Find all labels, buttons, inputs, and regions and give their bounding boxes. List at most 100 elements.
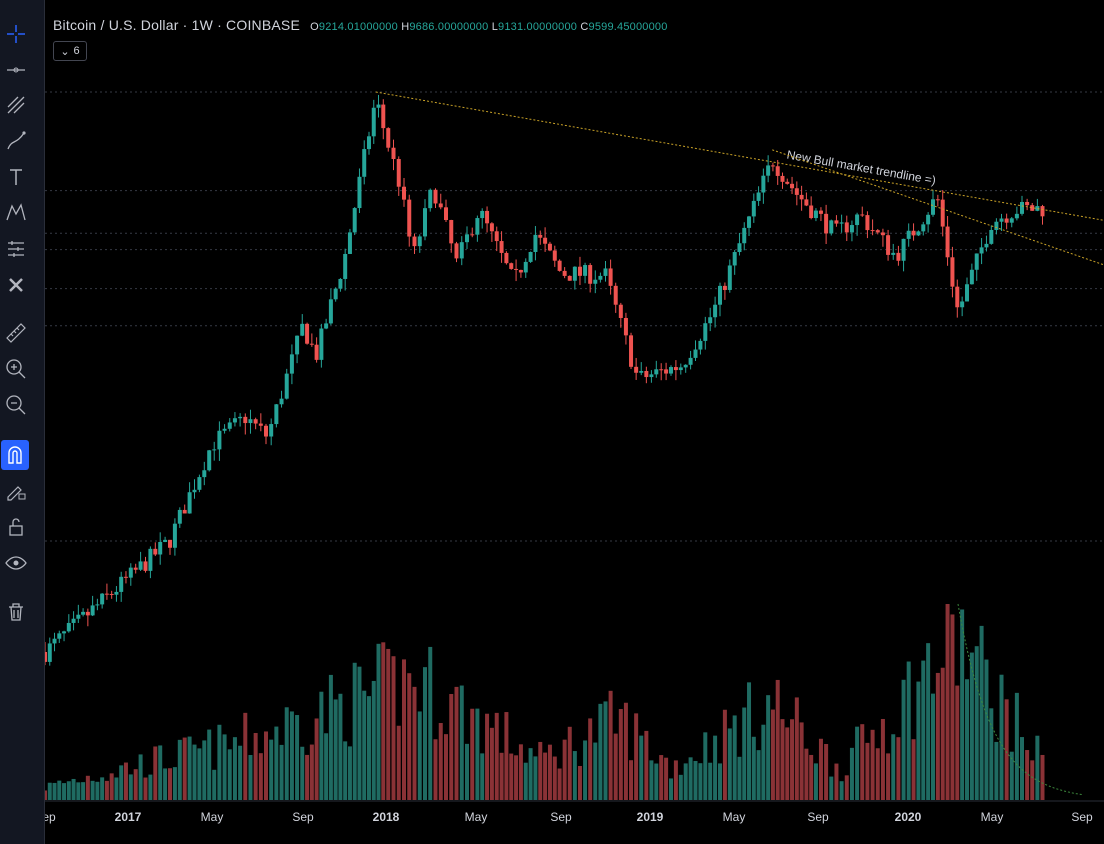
candle-down [258, 423, 263, 426]
volume-bar [945, 604, 950, 800]
candle-up [465, 234, 469, 243]
volume-bar [688, 757, 693, 800]
volume-bar [673, 760, 678, 800]
candle-up [207, 450, 212, 471]
ruler-tool-button[interactable] [0, 318, 32, 348]
candle-down [470, 234, 475, 236]
volume-bar [935, 672, 940, 800]
candle-up [475, 218, 480, 235]
candle-down [407, 199, 412, 237]
crosshair-icon [7, 25, 25, 43]
candle-up [357, 176, 362, 209]
lock-tool-button[interactable] [0, 512, 32, 542]
volume-bar [338, 693, 343, 800]
candle-down [896, 252, 901, 261]
candle-down [489, 223, 494, 232]
candle-down [608, 268, 613, 286]
volume-bar [639, 735, 644, 800]
volume-bar [163, 768, 168, 800]
candle-up [974, 253, 979, 270]
candle-down [85, 611, 90, 616]
candle-up [114, 591, 119, 595]
volume-bar [886, 753, 891, 800]
candle-up [1020, 201, 1024, 214]
lock-drawing-tool-button[interactable] [0, 476, 32, 506]
chart-area[interactable]: New Bull market trendline =) Sep 2017 May Se… [45, 0, 1104, 844]
magnet-tool-button[interactable] [1, 440, 29, 470]
volume-bar [465, 743, 469, 800]
pitchfork-tool-button[interactable] [0, 90, 32, 120]
volume-bar [770, 709, 775, 800]
candle-up [906, 230, 911, 239]
candle-up [172, 523, 177, 548]
candle-up [100, 593, 105, 605]
candle-down [618, 304, 623, 318]
prediction-tool-button[interactable] [0, 234, 32, 264]
volume-bar [485, 713, 490, 800]
volume-bar [613, 733, 618, 800]
zoom-in-icon [6, 359, 26, 379]
volume-bar [984, 659, 989, 800]
volume-bar [295, 715, 300, 800]
trash-tool-button[interactable] [0, 597, 32, 627]
candle-up [1035, 206, 1040, 211]
volume-bar [133, 769, 138, 800]
volume-bar [901, 679, 906, 800]
candle-up [138, 561, 143, 570]
indicators-collapse-button[interactable]: ⌄ 6 [53, 41, 87, 61]
zoom-out-tool-button[interactable] [0, 390, 32, 420]
volume-bar [785, 727, 790, 800]
candle-up [90, 605, 95, 616]
pattern-icon [6, 203, 26, 221]
remove-tool-button[interactable] [0, 270, 32, 300]
candle-up [732, 252, 737, 266]
candle-up [639, 370, 644, 373]
volume-bar [974, 646, 979, 800]
candle-up [593, 279, 598, 284]
brush-tool-button[interactable] [0, 126, 32, 156]
candle-up [678, 367, 683, 371]
crosshair-tool-button[interactable] [0, 19, 32, 49]
volume-bar [514, 755, 519, 800]
candle-up [766, 165, 771, 176]
candle-down [1025, 201, 1030, 206]
volume-bar [1009, 751, 1014, 800]
volume-bar [533, 756, 538, 800]
volume-bar [509, 753, 514, 800]
volume-bar [47, 782, 52, 800]
eye-tool-button[interactable] [0, 548, 32, 578]
ohlc-readout: O9214.01000000 H9686.00000000 L9131.0000… [310, 21, 667, 33]
candle-down [123, 576, 128, 578]
text-tool-tool-button[interactable] [0, 162, 32, 192]
chevron-down-icon: ⌄ [60, 45, 70, 58]
volume-bar [588, 718, 593, 800]
volume-bar [357, 666, 362, 800]
volume-bar [683, 763, 688, 800]
volume-bar [1004, 699, 1009, 800]
volume-bar [177, 739, 182, 800]
candle-down [494, 231, 499, 242]
x-tick-label: May [465, 810, 488, 824]
candle-up [417, 236, 422, 247]
candle-up [669, 367, 673, 374]
candle-up [984, 243, 989, 248]
candle-down [664, 369, 669, 374]
zoom-in-tool-button[interactable] [0, 354, 32, 384]
pattern-tool-button[interactable] [0, 198, 32, 228]
volume-bar [896, 737, 901, 800]
candle-down [577, 266, 582, 276]
volume-bar [119, 765, 124, 800]
price-chart[interactable]: New Bull market trendline =) Sep 2017 May Se… [45, 0, 1104, 844]
volume-bar [1025, 750, 1030, 800]
volume-bar [906, 661, 911, 800]
candle-up [979, 247, 984, 254]
candle-up [227, 422, 232, 429]
candle-up [698, 340, 703, 350]
zoom-out-icon [6, 395, 26, 415]
candle-down [552, 250, 557, 261]
volume-bar [454, 686, 459, 800]
volume-bar [114, 777, 119, 800]
volume-bar [187, 736, 192, 800]
volume-bar [844, 775, 849, 800]
horizontal-line-tool-button[interactable] [0, 55, 32, 85]
